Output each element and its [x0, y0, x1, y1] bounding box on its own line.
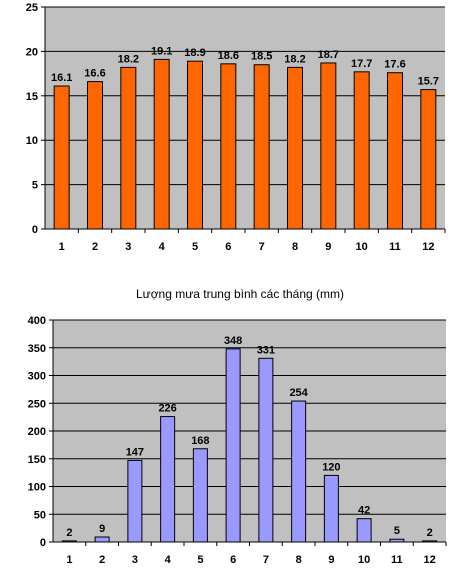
data-label-month-11: 5 — [394, 525, 400, 537]
data-label-month-9: 18.7 — [318, 49, 339, 61]
data-label-month-7: 331 — [257, 344, 275, 356]
bar-month-10 — [353, 71, 370, 230]
y-tick-label: 150 — [28, 454, 46, 466]
x-tick-label: 5 — [197, 554, 203, 566]
bar-month-9 — [323, 474, 339, 543]
data-label-month-4: 226 — [158, 403, 176, 415]
rainfall-chart-title: Lượng mưa trung bình các tháng (mm) — [136, 287, 344, 301]
x-tick-label: 9 — [325, 241, 331, 253]
data-label-month-9: 120 — [322, 461, 340, 473]
bar-month-1 — [53, 85, 70, 230]
x-tick-label: 10 — [356, 241, 368, 253]
y-tick-label: 400 — [28, 315, 46, 327]
bar-month-8 — [287, 66, 303, 230]
y-tick-labels: 0 50 100 150 200 250 300 350 400 — [28, 315, 54, 549]
data-label-month-7: 18.5 — [251, 51, 272, 63]
bar-month-6 — [220, 63, 237, 230]
data-label-month-10: 42 — [358, 505, 370, 517]
plot-area — [45, 7, 445, 229]
bar-month-3 — [127, 459, 143, 543]
y-tick-label: 20 — [26, 46, 38, 58]
bar-month-2 — [87, 81, 103, 230]
temperature-chart: 16.1 16.6 18.2 19.1 18.9 18.6 18.5 18.2 18.7 17.7… — [26, 2, 446, 253]
y-tick-label: 200 — [28, 426, 46, 438]
x-tick-label: 6 — [230, 554, 236, 566]
data-label-month-12: 2 — [427, 527, 433, 539]
bar-month-7 — [253, 64, 270, 230]
bar-month-4 — [153, 58, 170, 230]
y-tick-label: 0 — [32, 224, 38, 236]
data-label-month-1: 16.1 — [51, 72, 72, 84]
x-tick-label: 3 — [132, 554, 138, 566]
data-label-month-1: 2 — [66, 527, 72, 539]
y-tick-label: 250 — [28, 398, 46, 410]
data-labels: 2 9 147 226 168 348 331 254 120 42 5 2 — [66, 335, 432, 539]
bar-month-10 — [356, 518, 372, 543]
data-label-month-2: 9 — [99, 523, 105, 535]
data-label-month-10: 17.7 — [351, 58, 372, 70]
y-tick-label: 50 — [34, 509, 46, 521]
x-tick-label: 11 — [389, 241, 401, 253]
data-label-month-11: 17.6 — [384, 59, 405, 71]
bar-month-5 — [192, 448, 208, 543]
x-tick-label: 5 — [192, 241, 198, 253]
data-label-month-8: 254 — [289, 387, 308, 399]
x-tick-label: 12 — [422, 241, 434, 253]
x-tick-label: 8 — [292, 241, 298, 253]
bar-month-9 — [320, 62, 337, 230]
bar-month-2 — [94, 536, 110, 543]
data-label-month-5: 168 — [191, 435, 209, 447]
y-tick-label: 0 — [40, 537, 46, 549]
x-tick-label: 7 — [263, 554, 269, 566]
y-tick-label: 300 — [28, 371, 46, 383]
x-tick-label: 9 — [328, 554, 334, 566]
data-label-month-6: 348 — [224, 335, 242, 347]
data-label-month-6: 18.6 — [218, 50, 239, 62]
y-tick-label: 100 — [28, 482, 46, 494]
x-tick-label: 4 — [159, 241, 166, 253]
gridlines — [53, 319, 446, 515]
x-tick-label: 6 — [225, 241, 231, 253]
x-tick-labels: 1 2 3 4 5 6 7 8 9 10 11 12 — [53, 541, 447, 566]
gridlines — [45, 6, 445, 186]
x-tick-label: 3 — [125, 241, 131, 253]
x-tick-label: 2 — [99, 554, 105, 566]
data-label-month-3: 147 — [126, 446, 144, 458]
bar-month-12 — [420, 89, 437, 230]
x-tick-label: 1 — [59, 241, 65, 253]
bar-month-4 — [160, 416, 176, 543]
x-tick-label: 8 — [296, 554, 302, 566]
y-tick-label: 5 — [32, 180, 38, 192]
x-tick-label: 1 — [66, 554, 72, 566]
data-label-month-2: 16.6 — [84, 68, 105, 80]
data-labels: 16.1 16.6 18.2 19.1 18.9 18.6 18.5 18.2 18.7 17.7… — [51, 45, 439, 87]
y-tick-label: 10 — [26, 135, 38, 147]
data-label-month-12: 15.7 — [418, 76, 439, 88]
bar-month-8 — [291, 400, 307, 543]
data-label-month-8: 18.2 — [284, 53, 305, 65]
x-tick-label: 11 — [391, 554, 403, 566]
y-tick-label: 25 — [26, 2, 38, 14]
x-tick-label: 4 — [165, 554, 172, 566]
x-tick-label: 10 — [358, 554, 370, 566]
bar-month-5 — [187, 60, 203, 230]
x-tick-label: 12 — [424, 554, 436, 566]
x-tick-labels: 1 2 3 4 5 6 7 8 9 10 11 12 — [45, 228, 446, 253]
x-tick-label: 7 — [259, 241, 265, 253]
x-tick-label: 2 — [92, 241, 98, 253]
data-label-month-3: 18.2 — [118, 53, 139, 65]
bar-month-11 — [387, 72, 403, 230]
data-label-month-5: 18.9 — [184, 47, 205, 59]
y-tick-labels: 0 5 10 15 20 25 — [26, 2, 46, 236]
bar-month-6 — [225, 348, 241, 543]
bar-month-7 — [258, 357, 274, 543]
data-label-month-4: 19.1 — [151, 45, 172, 57]
y-tick-label: 15 — [26, 91, 38, 103]
y-tick-label: 350 — [28, 343, 46, 355]
bar-month-3 — [120, 66, 137, 230]
